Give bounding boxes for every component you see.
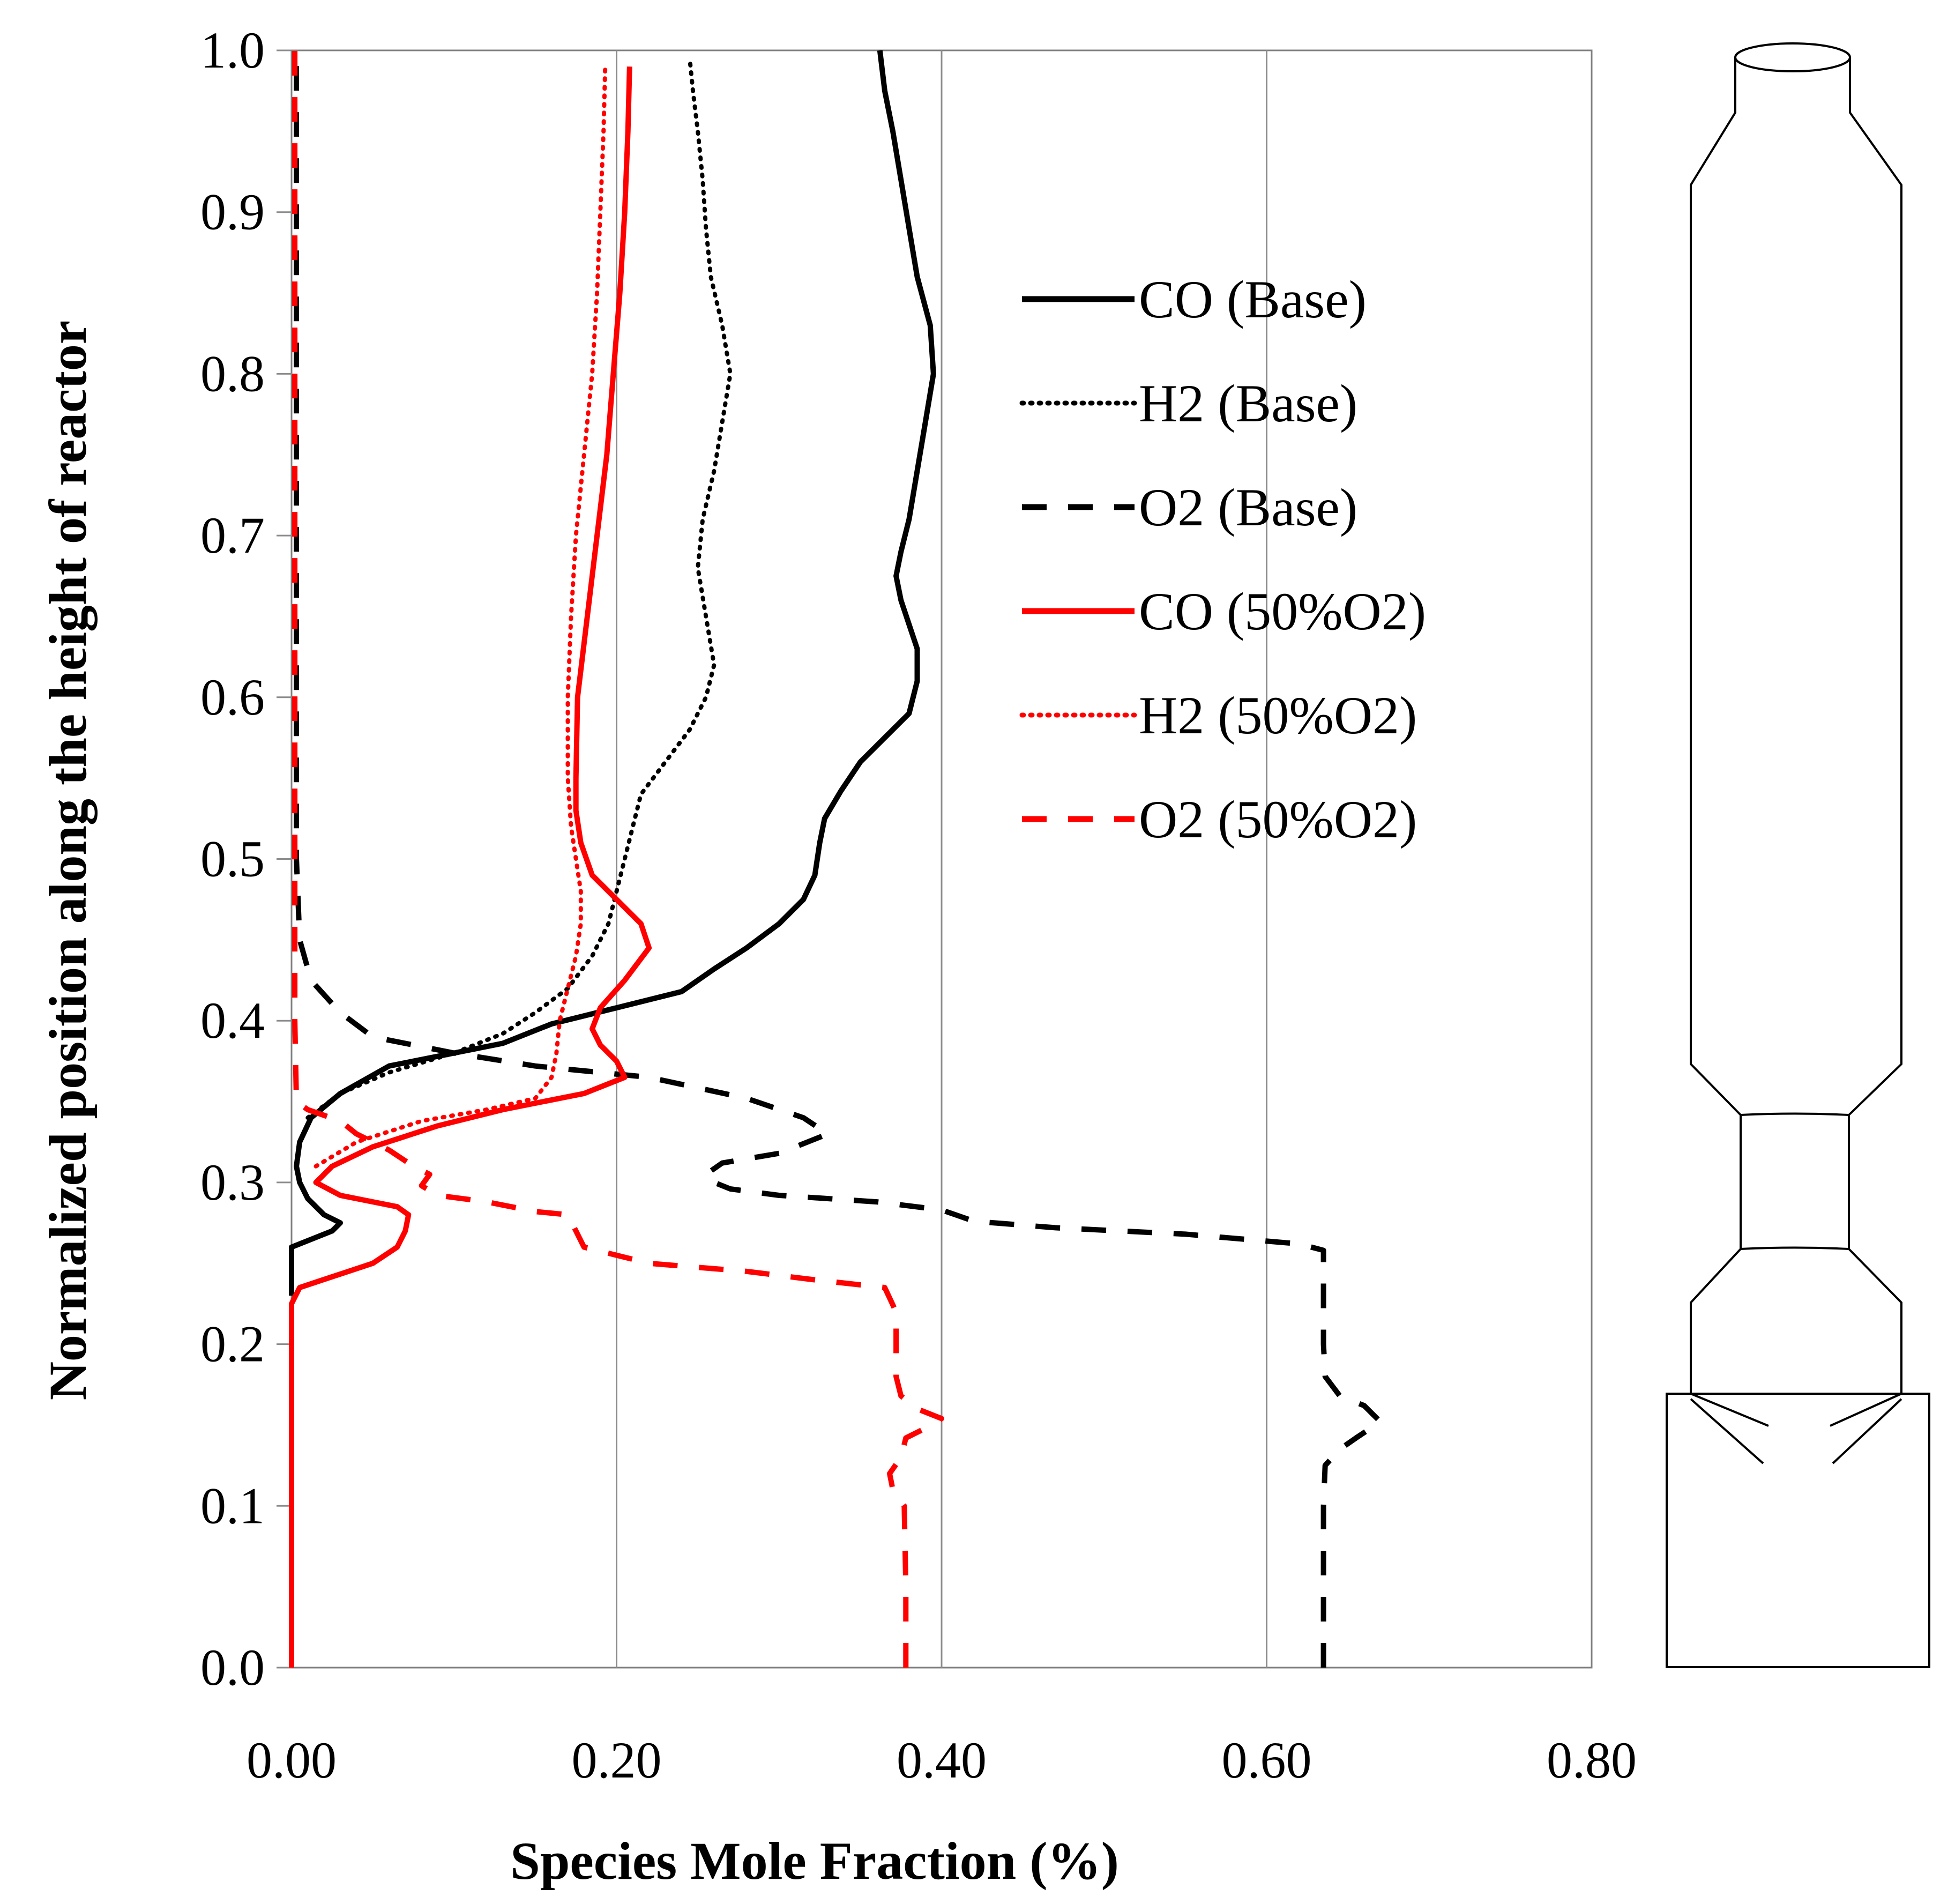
series-lines bbox=[289, 50, 1383, 1668]
series-h2-50-o2 bbox=[314, 64, 608, 1169]
reactor-inlet-nozzles bbox=[1690, 1393, 1902, 1464]
legend-label-co-base: CO (Base) bbox=[1139, 270, 1367, 329]
series-o2-50-o2 bbox=[292, 50, 944, 1668]
x-tick-label: 0.80 bbox=[1547, 1731, 1637, 1789]
y-axis-title: Normalized position along the height of … bbox=[38, 321, 98, 1401]
reactor-upper-section bbox=[1690, 57, 1902, 1116]
series-co-50-o2 bbox=[289, 66, 652, 1668]
reactor-gasifier-base bbox=[1666, 1393, 1930, 1668]
y-tick-label: 0.0 bbox=[200, 1639, 265, 1696]
x-tick-label: 0.40 bbox=[897, 1731, 987, 1789]
x-tick-label: 0.00 bbox=[247, 1731, 337, 1789]
legend-label-o2-base: O2 (Base) bbox=[1139, 478, 1357, 537]
legend-label-h2-base: H2 (Base) bbox=[1139, 374, 1357, 433]
y-tick-label: 0.5 bbox=[200, 830, 265, 888]
y-tick-label: 0.6 bbox=[200, 668, 265, 726]
reactor-lower-section bbox=[1690, 1248, 1902, 1394]
legend-label-co-50o2: CO (50%O2) bbox=[1139, 582, 1426, 641]
y-tick-label: 0.4 bbox=[200, 992, 265, 1049]
y-tick-label: 1.0 bbox=[200, 21, 265, 79]
y-tick-label: 0.1 bbox=[200, 1477, 265, 1534]
y-tick-label: 0.8 bbox=[200, 345, 265, 402]
legend: CO (Base) H2 (Base) O2 (Base) CO (50%O2)… bbox=[1019, 270, 1426, 849]
reactor-top-outlet bbox=[1734, 42, 1851, 72]
legend-label-o2-50o2: O2 (50%O2) bbox=[1139, 790, 1417, 849]
tick-labels: 0.00 0.20 0.40 0.60 0.80 0.0 0.1 0.2 0.3 0.4 0.5 0.… bbox=[200, 21, 1637, 1789]
series-h2-base bbox=[305, 56, 733, 1120]
y-tick-label: 0.2 bbox=[200, 1315, 265, 1373]
y-tick-label: 0.7 bbox=[200, 507, 265, 564]
x-tick-label: 0.20 bbox=[572, 1731, 662, 1789]
y-tick-label: 0.3 bbox=[200, 1154, 265, 1211]
legend-label-h2-50o2: H2 (50%O2) bbox=[1139, 686, 1417, 745]
x-axis-title: Species Mole Fraction (%) bbox=[510, 1831, 1119, 1891]
series-o2-base bbox=[294, 50, 1383, 1668]
series-co-base bbox=[289, 50, 936, 1296]
y-tick-label: 0.9 bbox=[200, 183, 265, 241]
reactor-schematic bbox=[1666, 42, 1930, 1668]
reactor-throat bbox=[1740, 1112, 1850, 1250]
x-tick-label: 0.60 bbox=[1222, 1731, 1312, 1789]
